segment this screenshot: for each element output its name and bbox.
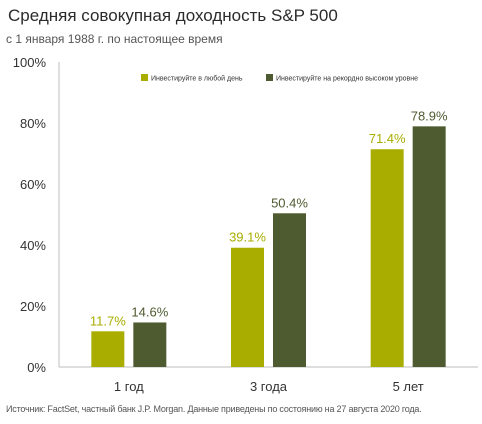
data-label: 11.7% <box>90 313 126 328</box>
bar <box>273 213 306 367</box>
legend-label: Инвестируйте на рекордно высоком уровне <box>276 75 418 83</box>
data-label: 14.6% <box>131 304 168 319</box>
legend-swatch <box>141 74 148 81</box>
y-tick-label: 80% <box>20 116 46 131</box>
bar <box>370 149 404 367</box>
bar <box>231 247 264 367</box>
y-tick-label: 0% <box>27 360 46 375</box>
chart-subtitle: с 1 января 1988 г. по настоящее время <box>6 32 223 46</box>
data-label: 50.4% <box>271 195 308 210</box>
bar <box>412 126 446 367</box>
y-tick-label: 20% <box>20 299 46 314</box>
y-tick-label: 40% <box>20 238 46 253</box>
legend-swatch <box>266 74 273 81</box>
data-label: 39.1% <box>229 230 266 245</box>
y-tick-label: 100% <box>13 55 47 70</box>
data-label: 78.9% <box>411 108 448 123</box>
bar <box>91 331 125 367</box>
bar <box>133 322 167 367</box>
chart-source: Источник: FactSet, частный банк J.P. Mor… <box>6 404 422 414</box>
chart-title: Средняя совокупная доходность S&P 500 <box>8 6 338 25</box>
legend-label: Инвестируйте в любой день <box>151 75 243 83</box>
x-tick-label: 1 год <box>114 379 144 394</box>
x-tick-label: 3 года <box>250 379 288 394</box>
data-label: 71.4% <box>369 131 406 146</box>
x-tick-label: 5 лет <box>393 379 424 394</box>
y-tick-label: 60% <box>20 177 46 192</box>
